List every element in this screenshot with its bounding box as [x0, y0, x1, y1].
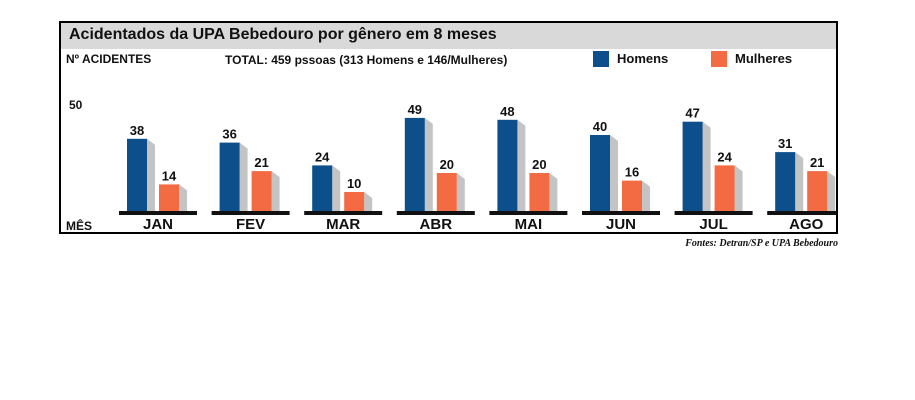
- data-label-homens-fev: 36: [222, 127, 236, 142]
- bar-shadow-homens-mar: [332, 165, 341, 211]
- x-tick-label-mar: MAR: [326, 216, 360, 232]
- chart-frame: Acidentados da UPA Bebedouro por gênero …: [59, 21, 838, 234]
- bar-shadow-mulheres-jun: [642, 180, 650, 211]
- bar-homens-jul: [682, 121, 703, 211]
- data-label-mulheres-jul: 24: [717, 149, 732, 164]
- data-label-homens-ago: 31: [778, 136, 792, 151]
- baseline-band-jul: [674, 211, 753, 215]
- baseline-band-fev: [211, 211, 290, 215]
- bar-shadow-homens-mai: [517, 119, 526, 211]
- legend-label-homens: Homens: [617, 51, 669, 66]
- bar-shadow-mulheres-jul: [734, 165, 743, 211]
- bar-shadow-mulheres-abr: [456, 173, 465, 211]
- bar-shadow-homens-jul: [702, 121, 711, 211]
- bar-shadow-mulheres-mai: [549, 173, 558, 211]
- data-label-mulheres-fev: 21: [254, 155, 268, 170]
- data-label-homens-mar: 24: [315, 149, 330, 164]
- chart-title: Acidentados da UPA Bebedouro por gênero …: [69, 26, 497, 43]
- bar-homens-jan: [127, 138, 147, 211]
- bar-homens-mar: [312, 165, 333, 211]
- bar-mulheres-mar: [344, 192, 365, 211]
- bar-homens-ago: [775, 152, 796, 211]
- data-label-homens-jul: 47: [685, 106, 699, 121]
- data-label-mulheres-jun: 16: [625, 165, 639, 180]
- x-tick-label-abr: ABR: [420, 216, 453, 232]
- data-label-homens-jan: 38: [130, 123, 144, 138]
- chart-subtitle: TOTAL: 459 pssoas (313 Homens e 146/Mulh…: [225, 53, 508, 67]
- x-tick-label-jan: JAN: [143, 216, 173, 232]
- bar-shadow-mulheres-ago: [827, 171, 836, 211]
- legend-label-mulheres: Mulheres: [735, 51, 793, 66]
- bar-shadow-homens-abr: [424, 117, 433, 211]
- bar-chart: JAN 38 14 FEV 36 21 MAR 24 10 ABR 49 20 MAI 48 20 JUN 40…: [119, 102, 836, 232]
- x-axis-label: MÊS: [66, 219, 93, 233]
- bar-mulheres-jul: [714, 165, 735, 211]
- baseline-band-mar: [304, 211, 383, 215]
- x-tick-label-ago: AGO: [789, 216, 824, 232]
- bar-shadow-homens-ago: [795, 152, 804, 211]
- baseline-band-abr: [396, 211, 475, 215]
- data-label-mulheres-mar: 10: [347, 176, 361, 191]
- bar-shadow-mulheres-mar: [364, 192, 373, 211]
- data-label-homens-jun: 40: [593, 119, 607, 134]
- x-tick-label-jun: JUN: [606, 216, 636, 232]
- x-tick-label-mai: MAI: [515, 216, 543, 232]
- x-tick-label-fev: FEV: [236, 216, 265, 232]
- data-label-homens-abr: 49: [408, 102, 422, 117]
- bar-homens-abr: [404, 117, 425, 211]
- data-label-homens-mai: 48: [500, 104, 514, 119]
- bar-homens-jun: [590, 135, 610, 211]
- bar-mulheres-jan: [159, 184, 179, 211]
- bar-mulheres-fev: [251, 171, 272, 211]
- y-tick-label: 50: [69, 98, 83, 112]
- title-bar: Acidentados da UPA Bebedouro por gênero …: [61, 23, 836, 49]
- source-note: Fontes: Detran/SP e UPA Bebedouro: [685, 238, 838, 249]
- data-label-mulheres-mai: 20: [532, 157, 546, 172]
- y-axis-label: Nº ACIDENTES: [66, 52, 152, 66]
- bar-shadow-homens-fev: [239, 142, 248, 211]
- bar-mulheres-mai: [529, 173, 550, 211]
- bar-shadow-mulheres-fev: [271, 171, 280, 211]
- data-label-mulheres-ago: 21: [810, 155, 824, 170]
- legend-swatch-homens: [593, 51, 609, 67]
- bar-mulheres-ago: [807, 171, 828, 211]
- baseline-band-jan: [119, 211, 197, 215]
- bar-shadow-mulheres-jan: [179, 184, 187, 211]
- data-label-mulheres-abr: 20: [440, 157, 454, 172]
- baseline-band-mai: [489, 211, 568, 215]
- bar-homens-mai: [497, 119, 518, 211]
- baseline-band-jun: [582, 211, 660, 215]
- bar-shadow-homens-jun: [610, 135, 618, 211]
- bar-homens-fev: [219, 142, 240, 211]
- data-label-mulheres-jan: 14: [162, 168, 177, 183]
- bar-mulheres-jun: [622, 180, 642, 211]
- legend-swatch-mulheres: [711, 51, 727, 67]
- bar-shadow-homens-jan: [147, 138, 155, 211]
- baseline-band-ago: [767, 211, 836, 215]
- x-tick-label-jul: JUL: [699, 216, 727, 232]
- bar-mulheres-abr: [436, 173, 457, 211]
